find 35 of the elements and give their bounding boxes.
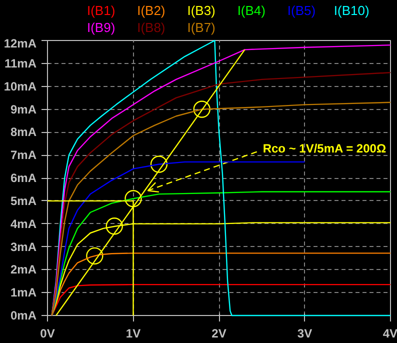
x-tick-label: 3V [297, 326, 312, 340]
y-tick-label: 10mA [4, 79, 37, 94]
y-tick-label: 5mA [10, 194, 37, 208]
y-tick-label: 3mA [10, 240, 37, 254]
y-tick-label: 8mA [10, 125, 37, 140]
y-tick-label: 2mA [10, 262, 37, 277]
point [193, 100, 210, 118]
point [124, 190, 142, 208]
y-tick-label: 6mA [10, 171, 37, 185]
y-tick-label: 0mA [10, 308, 37, 322]
point [86, 247, 104, 264]
y-tick-label: 9mA [10, 102, 37, 116]
text: I(B1) [86, 3, 116, 18]
text: I(B3) [187, 3, 216, 18]
text: I(B5) [287, 3, 316, 18]
line-series [51, 252, 392, 316]
y-tick-label: 12mA [4, 36, 37, 50]
y-tick-label: 7mA [10, 148, 37, 162]
line-series [51, 284, 392, 316]
y-tick-label: 4mA [10, 216, 37, 231]
line-series [51, 161, 306, 316]
x-tick-label: 2V [212, 326, 226, 340]
text: I(B8) [137, 20, 166, 35]
text: I(B4) [237, 3, 266, 18]
y-tick-label: 11mA [4, 56, 37, 70]
y-tick-label: 1mA [10, 286, 37, 300]
point [150, 156, 168, 173]
text: I(B2) [137, 3, 166, 18]
text: I(B10) [334, 3, 370, 18]
annotation: Rco ~ 1V/5mA = 200Ω [262, 142, 386, 156]
point [106, 218, 123, 235]
x-tick-label: 0V [40, 326, 55, 340]
text: I(B7) [187, 20, 216, 35]
text: I(B9) [86, 20, 116, 35]
x-tick-label: 1V [126, 326, 141, 340]
